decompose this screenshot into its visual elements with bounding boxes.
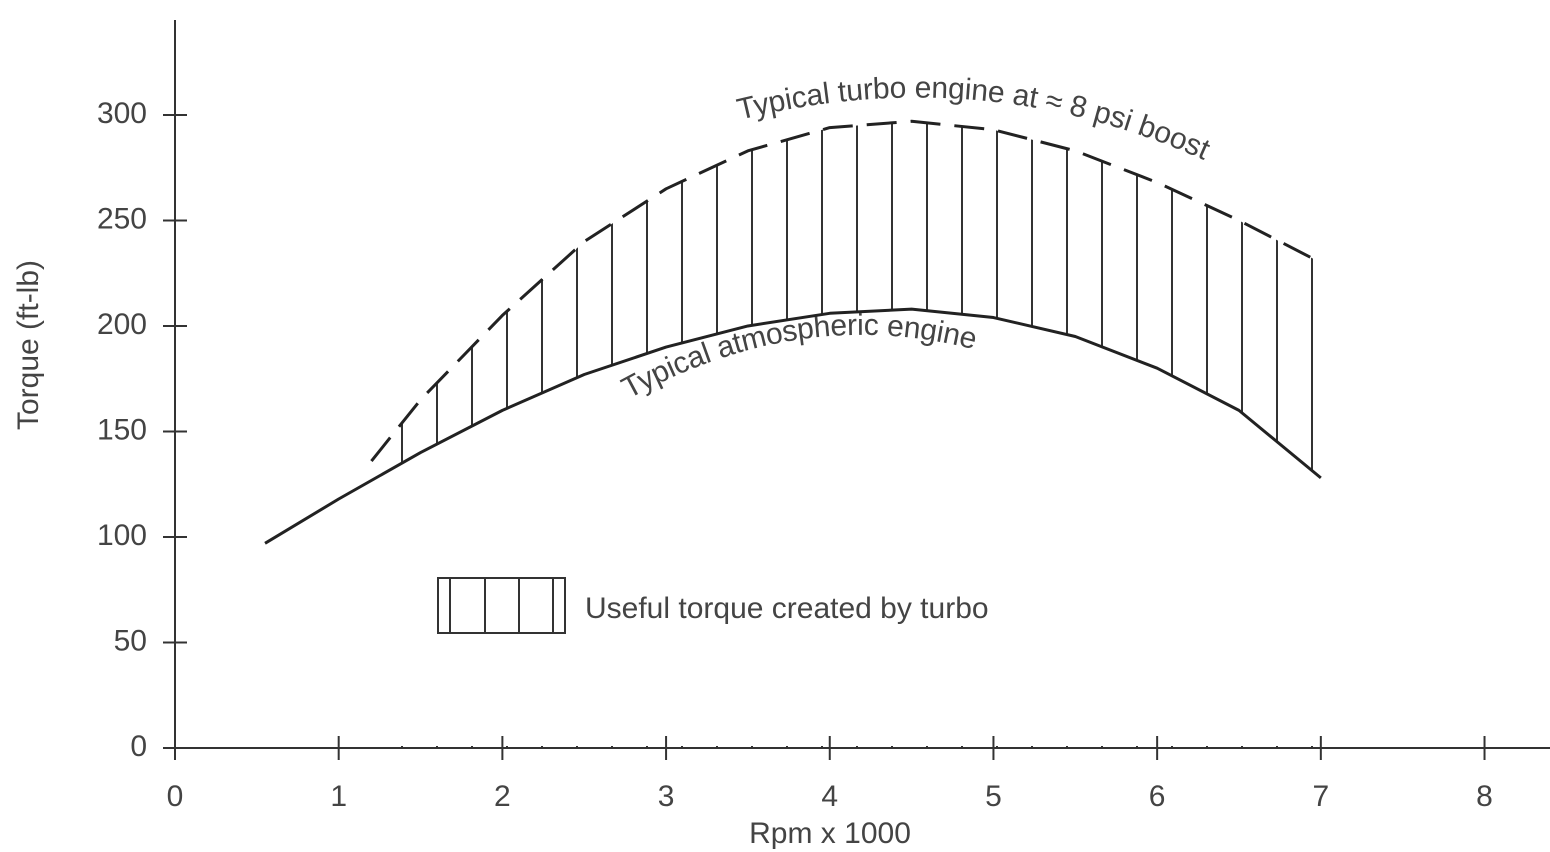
x-tick-label: 0 xyxy=(167,780,184,813)
x-tick-label: 4 xyxy=(821,780,838,813)
x-tick-label: 2 xyxy=(494,780,511,813)
y-tick-label: 0 xyxy=(130,730,147,763)
legend-swatch xyxy=(437,577,566,634)
x-tick-label: 7 xyxy=(1312,780,1329,813)
series-line xyxy=(370,119,1322,462)
y-tick-label: 300 xyxy=(97,97,147,130)
hatch-area xyxy=(265,121,1321,748)
series-line xyxy=(264,307,1322,545)
y-tick-label: 200 xyxy=(97,308,147,341)
x-axis-label: Rpm x 1000 xyxy=(749,817,911,850)
x-tick-label: 1 xyxy=(330,780,347,813)
x-tick-label: 8 xyxy=(1476,780,1493,813)
x-tick-label: 6 xyxy=(1149,780,1166,813)
x-tick-label: 3 xyxy=(658,780,675,813)
x-tick-label: 5 xyxy=(985,780,1002,813)
y-tick-label: 50 xyxy=(114,624,147,657)
y-tick-label: 100 xyxy=(97,519,147,552)
y-tick-label: 150 xyxy=(97,413,147,446)
legend: Useful torque created by turbo xyxy=(437,577,989,634)
under-atmospheric xyxy=(265,309,1321,746)
y-tick-label: 250 xyxy=(97,202,147,235)
y-axis-label: Torque (ft-lb) xyxy=(12,260,45,430)
legend-label: Useful torque created by turbo xyxy=(585,592,989,625)
